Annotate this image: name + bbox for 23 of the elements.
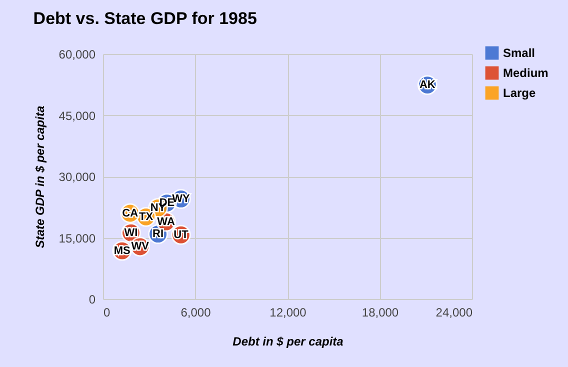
legend-label: Medium — [503, 66, 548, 80]
annotation: MS — [114, 244, 130, 257]
x-tick-label: 6,000 — [180, 306, 212, 320]
annotation: CA — [122, 207, 138, 220]
annotation: WI — [124, 226, 138, 239]
x-axis-title: Debt in $ per capita — [232, 334, 344, 348]
x-tick-label: 12,000 — [270, 306, 307, 320]
y-axis-title: State GDP in $ per capita — [32, 106, 47, 248]
annotation: UT — [174, 228, 189, 241]
x-tick-label: 0 — [104, 306, 110, 320]
y-tick-label: 30,000 — [58, 170, 96, 184]
annotation: TX — [139, 210, 154, 223]
x-tick-label: 18,000 — [362, 306, 399, 320]
chart-title: Debt vs. State GDP for 1985 — [33, 9, 257, 28]
y-tick-label: 0 — [88, 292, 96, 306]
y-tick-label: 15,000 — [58, 231, 96, 246]
x-tick-label: 24,000 — [436, 306, 473, 320]
annotation: AK — [419, 79, 436, 92]
y-tick-label: 45,000 — [58, 108, 96, 123]
y-tick-label: 60,000 — [58, 48, 96, 62]
legend-label: Large — [503, 86, 536, 100]
annotation: RI — [152, 228, 164, 240]
legend-label: Small — [503, 46, 536, 60]
